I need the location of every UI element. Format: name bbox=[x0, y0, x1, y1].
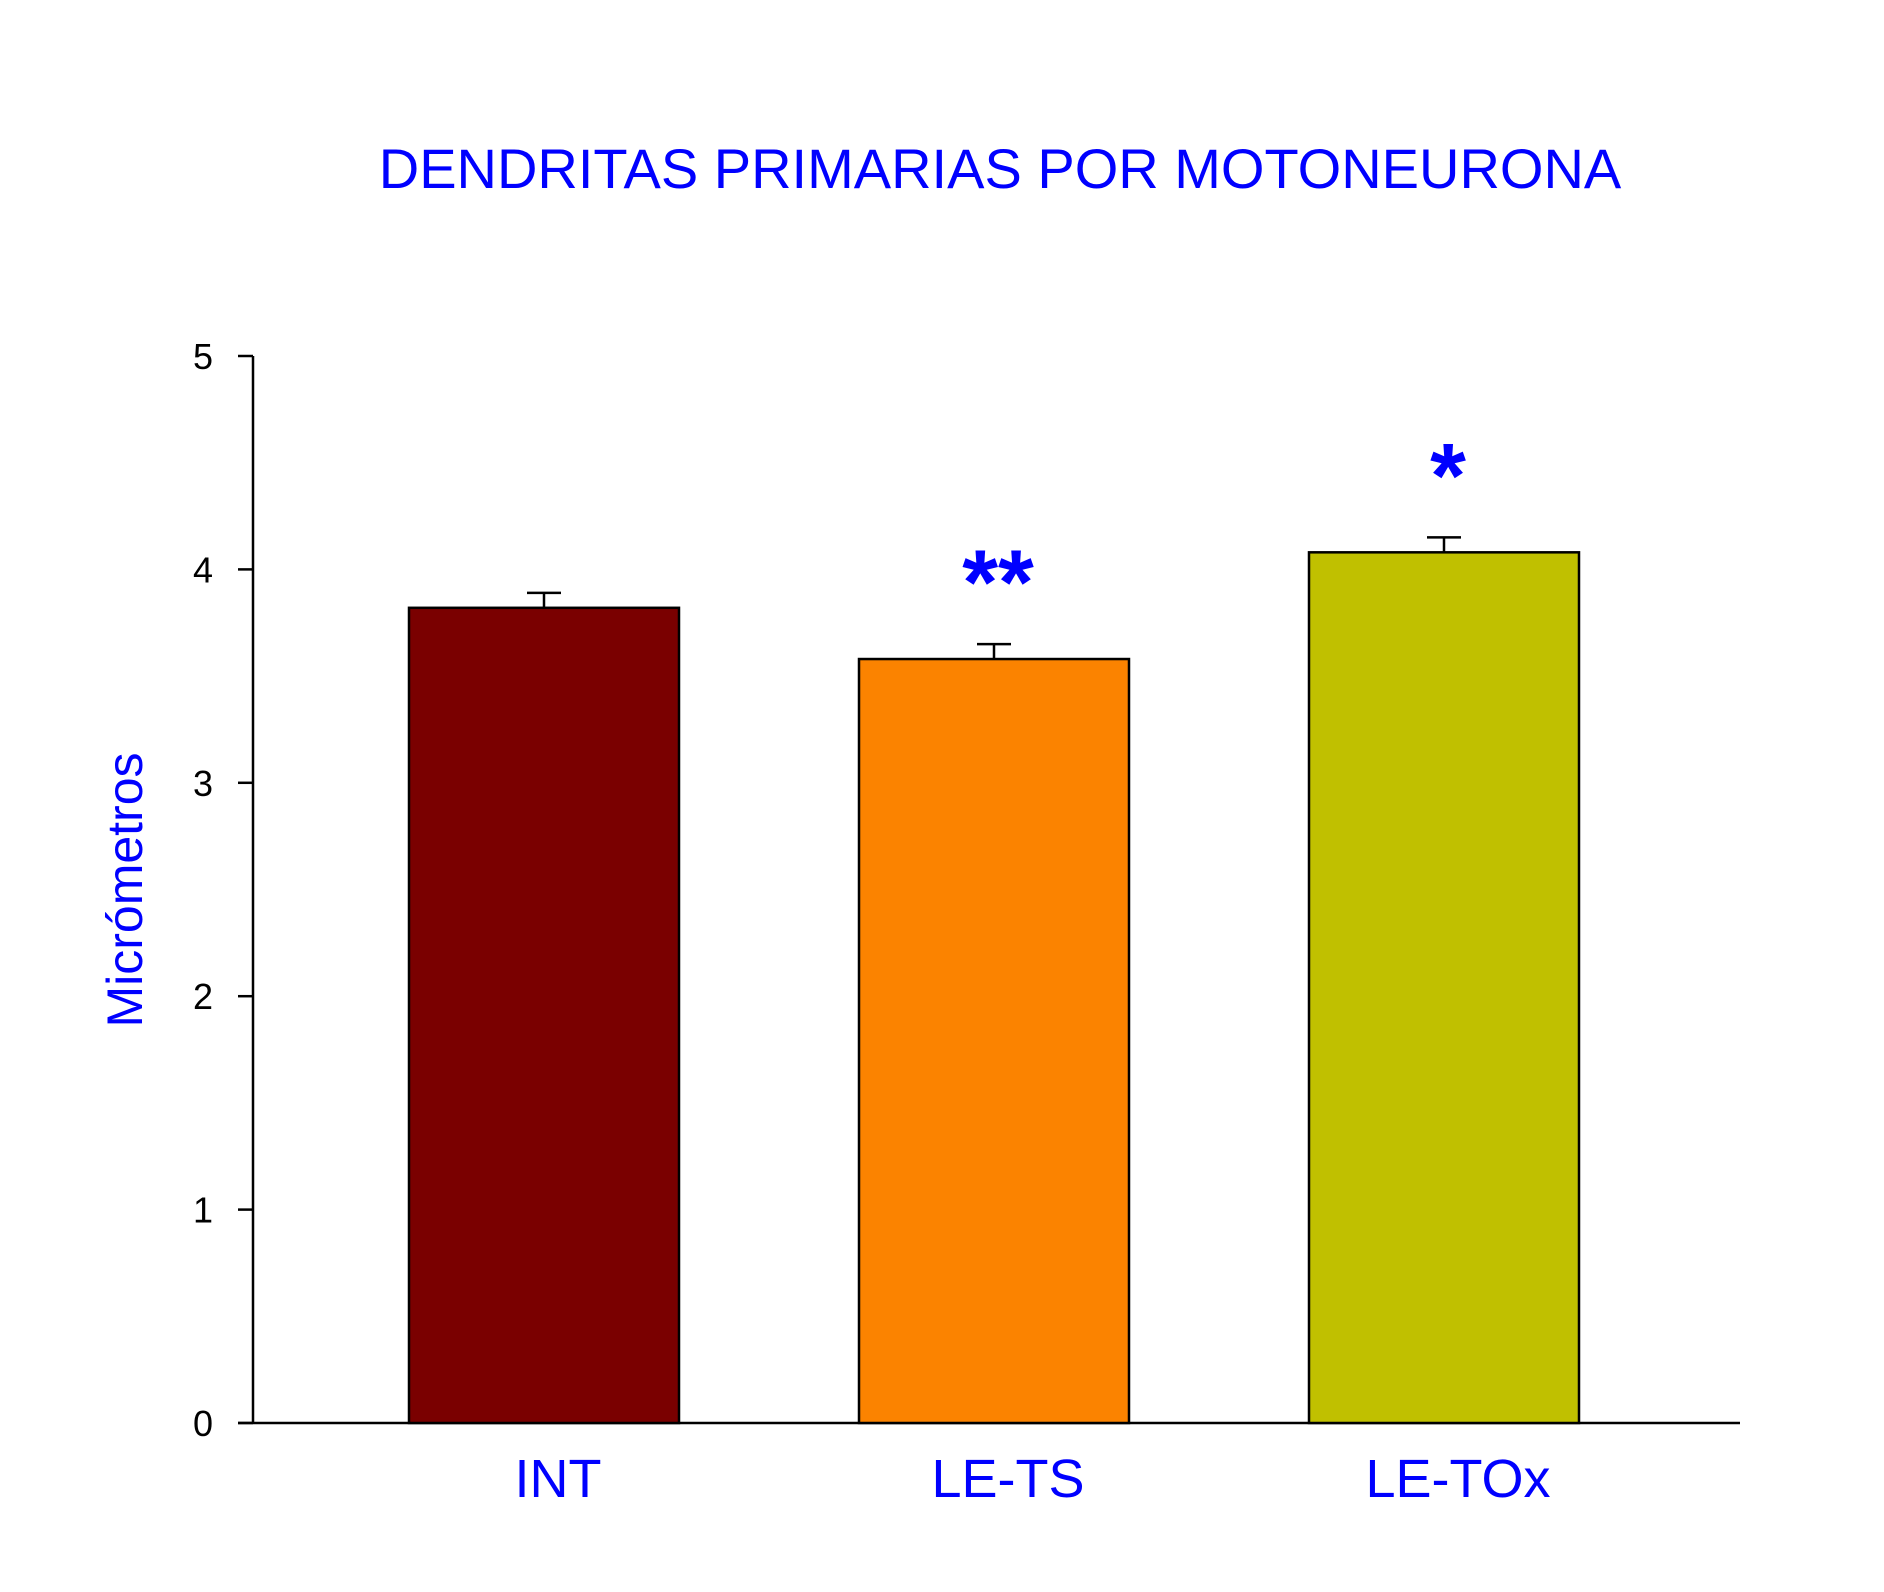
y-tick-label: 1 bbox=[193, 1190, 213, 1231]
y-tick-label: 5 bbox=[193, 336, 213, 377]
y-tick-label: 2 bbox=[193, 976, 213, 1017]
x-tick-label: LE-TOx bbox=[1365, 1449, 1550, 1509]
bar bbox=[407, 606, 681, 1425]
significance-label: * bbox=[1430, 425, 1466, 527]
y-tick-label: 3 bbox=[193, 763, 213, 804]
y-axis-label: Micrómetros bbox=[97, 752, 153, 1027]
bar bbox=[1307, 551, 1581, 1425]
x-tick-label: LE-TS bbox=[931, 1449, 1084, 1509]
x-tick-label: INT bbox=[515, 1449, 602, 1509]
plot-area: 0 1 2 3 4 5 INT LE-TS ** LE-TOx * bbox=[193, 336, 1740, 1509]
bar bbox=[857, 657, 1131, 1425]
y-tick-label: 4 bbox=[193, 549, 213, 590]
chart-title: DENDRITAS PRIMARIAS POR MOTONEURONA bbox=[379, 137, 1622, 200]
significance-label: ** bbox=[962, 532, 1034, 634]
y-tick-label: 0 bbox=[193, 1403, 213, 1444]
